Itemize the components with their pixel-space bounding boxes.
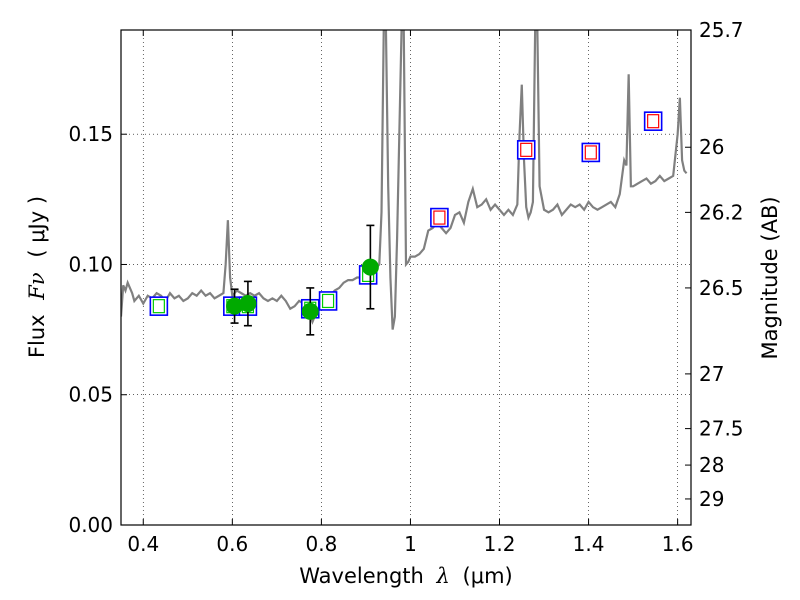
x-axis-label-unit: (μm) [463,564,513,588]
y2-tick-label: 28 [699,453,724,477]
grid-lines [121,30,691,526]
observed-point [239,280,257,327]
y-axis-label: Flux Fν ( μJy ) [25,196,49,358]
plot-area [121,30,688,336]
model-box-inner [520,142,533,157]
y2-tick-label: 26.2 [699,200,744,224]
y2-tick-label: 29 [699,487,724,511]
model-box-inner [152,299,165,314]
plot-frame [120,29,692,526]
x-axis-label-symbol: λ [436,564,450,588]
y-tick-label: 0.15 [68,122,113,146]
y-axis-label-symbol: Fν [25,272,49,301]
y-axis-label-unit: ( μJy ) [25,196,49,258]
model-point [581,142,601,163]
y2-tick-label: 26 [699,135,724,159]
x-axis-label: Wavelength λ (μm) [299,564,512,588]
y-axis-label-text: Flux [25,314,49,358]
x-tick-label: 1.6 [662,532,694,556]
model-point [149,296,169,316]
model-box-inner [584,145,597,160]
y2-tick-label: 25.7 [699,18,744,42]
y2-axis-label: Magnitude (AB) [758,196,782,359]
x-tick-label: 1.2 [484,532,516,556]
spectrum-line [121,30,688,330]
model-point [516,140,536,160]
y2-tick-label: 27 [699,362,724,386]
x-tick-label: 1 [404,532,417,556]
x-axis-label-text: Wavelength [299,564,424,588]
model-point [318,291,338,311]
y2-tick-label: 26.5 [699,276,744,300]
model-point [430,207,449,228]
observed-marker [239,295,257,313]
observed-marker [361,258,379,276]
x-tick-label: 0.8 [305,532,337,556]
model-box-inner [647,114,660,129]
observed-marker [301,302,319,320]
x-tick-label: 1.4 [573,532,605,556]
y-tick-label: 0.05 [68,383,113,407]
observed-point [301,287,319,336]
observed-point [361,224,379,310]
y2-tick-label: 27.5 [699,417,744,441]
model-box-inner [433,210,446,225]
y-tick-label: 0.00 [68,513,113,537]
y-tick-label: 0.10 [68,252,113,276]
x-tick-label: 0.4 [127,532,159,556]
axis-ticks: 0.4 0.6 0.8 1 1.2 1.4 1.6 0.00 0.05 0.10 0.15 25.7 2… [68,18,743,556]
observed-photometry-markers [226,224,379,336]
x-tick-label: 0.6 [216,532,248,556]
model-box-inner [321,293,335,309]
model-point [643,111,663,131]
